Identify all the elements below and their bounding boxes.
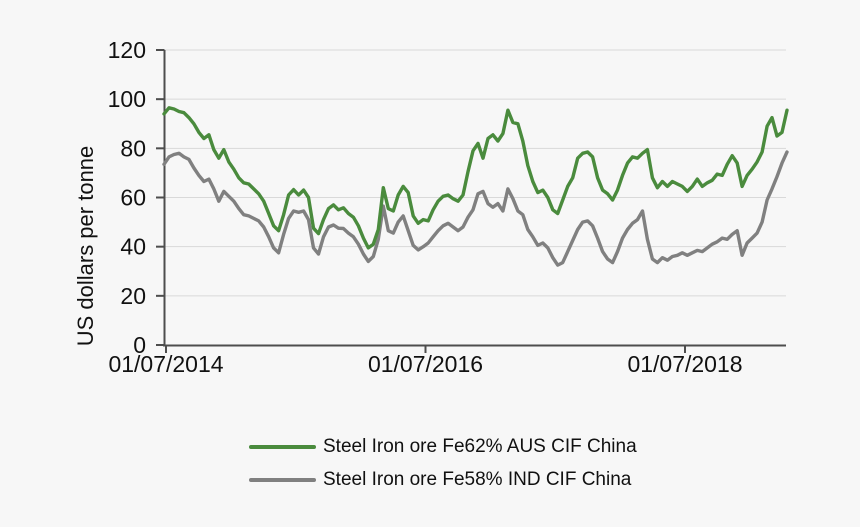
y-tick-label-120: 120	[108, 37, 146, 63]
series-line-1	[162, 150, 789, 267]
x-tick-label-1: 01/07/2016	[368, 351, 483, 377]
x-tick-label-2: 01/07/2018	[627, 351, 742, 377]
price-line-chart: 0 20 40 60 80 100 120 01/07/2014 01/07/2016 01/07…	[108, 37, 789, 377]
legend: Steel Iron ore Fe62% AUS CIF China Steel…	[249, 430, 637, 496]
legend-swatch-fe58-line	[249, 477, 316, 482]
y-axis-title: US dollars per tonne	[73, 145, 98, 347]
x-tick-label-0: 01/07/2014	[108, 351, 223, 377]
y-tick-label-40: 40	[120, 234, 146, 260]
legend-item-fe58-ind: Steel Iron ore Fe58% IND CIF China	[249, 463, 637, 496]
legend-swatch-fe62-line	[249, 444, 316, 449]
y-tick-label-20: 20	[120, 283, 146, 309]
y-tick-label-60: 60	[120, 185, 146, 211]
legend-item-fe62-aus: Steel Iron ore Fe62% AUS CIF China	[249, 430, 637, 463]
y-tick-label-0: 0	[133, 332, 146, 358]
series-line-0	[162, 106, 789, 250]
y-tick-label-100: 100	[108, 86, 146, 112]
legend-label-fe62: Steel Iron ore Fe62% AUS CIF China	[323, 435, 637, 457]
y-tick-label-80: 80	[120, 135, 146, 161]
legend-label-fe58: Steel Iron ore Fe58% IND CIF China	[323, 468, 632, 490]
